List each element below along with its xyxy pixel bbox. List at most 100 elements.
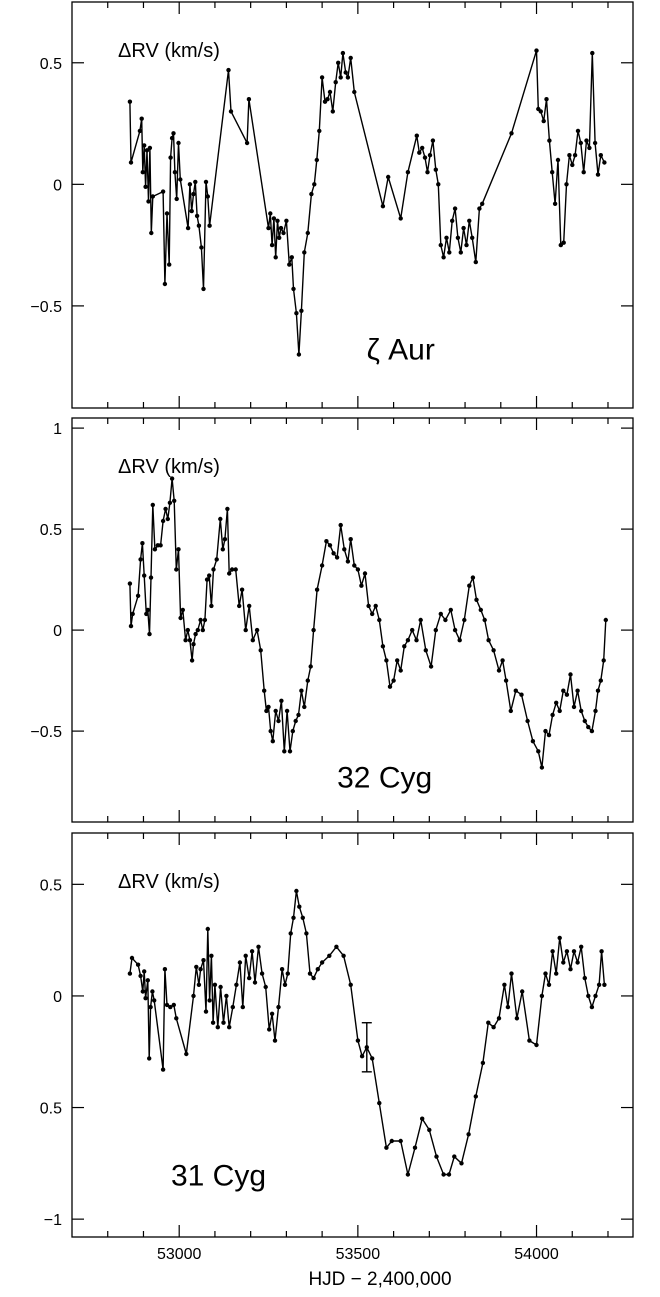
data-point — [561, 688, 566, 693]
data-point — [359, 583, 364, 588]
data-point — [209, 953, 214, 958]
data-point — [176, 140, 181, 146]
data-point — [229, 567, 235, 572]
y-axis-label: ΔRV (km/s) — [118, 871, 220, 893]
data-point — [587, 145, 592, 151]
data-point — [377, 617, 382, 623]
data-point — [534, 48, 539, 53]
data-point — [561, 960, 566, 965]
data-point — [215, 1025, 220, 1030]
data-point — [319, 960, 325, 965]
data-point — [509, 131, 514, 136]
data-point — [140, 989, 145, 994]
data-point — [221, 1020, 226, 1025]
data-point — [145, 607, 150, 613]
data-point — [464, 242, 469, 248]
data-point — [486, 1020, 491, 1025]
data-point — [428, 664, 434, 669]
data-point — [603, 617, 608, 623]
data-point — [331, 551, 336, 556]
data-point — [142, 573, 147, 578]
data-point — [304, 931, 309, 936]
data-point — [575, 128, 581, 134]
data-point — [279, 967, 285, 972]
data-point — [273, 255, 278, 260]
data-point — [267, 1027, 272, 1032]
data-point — [130, 611, 135, 617]
data-point — [380, 204, 386, 209]
data-point — [189, 658, 195, 663]
data-point — [503, 678, 509, 683]
data-point — [302, 704, 307, 710]
plot-frame — [71, 1, 634, 409]
data-point — [247, 975, 252, 981]
data-point — [423, 648, 428, 653]
data-point — [165, 516, 170, 522]
data-point — [129, 955, 135, 961]
data-point — [500, 658, 505, 663]
data-point — [327, 89, 333, 95]
data-point — [448, 607, 453, 613]
data-point — [226, 67, 231, 73]
data-point — [314, 157, 319, 163]
data-point — [459, 1161, 464, 1166]
data-point — [300, 915, 305, 920]
data-point — [414, 133, 419, 138]
data-point — [169, 476, 175, 481]
data-point — [467, 218, 472, 223]
data-point — [552, 201, 558, 206]
y-tick-label: 1 — [53, 421, 62, 438]
data-point — [187, 638, 193, 643]
data-point — [278, 225, 284, 231]
data-point — [598, 678, 603, 683]
data-point — [312, 182, 317, 187]
data-point — [370, 611, 375, 617]
data-point — [598, 153, 603, 158]
data-point — [555, 157, 561, 163]
y-tick-label: 0 — [53, 989, 62, 1006]
plot-frame — [71, 417, 634, 823]
data-point — [589, 728, 595, 734]
data-point — [452, 627, 458, 633]
data-point — [582, 975, 587, 981]
data-point — [543, 728, 548, 734]
data-point — [168, 1004, 173, 1010]
data-point — [254, 627, 260, 633]
data-point — [319, 563, 325, 568]
data-point — [185, 627, 190, 633]
star-label: ζ Aur — [367, 333, 435, 366]
data-point — [438, 611, 443, 617]
data-point — [425, 170, 430, 175]
data-point — [171, 131, 176, 136]
data-point — [584, 138, 589, 143]
data-point — [296, 712, 301, 718]
series-line — [129, 477, 607, 769]
data-point — [387, 684, 393, 689]
data-point — [338, 75, 343, 80]
data-point — [461, 225, 466, 231]
data-point — [237, 960, 243, 965]
data-point — [348, 55, 353, 61]
data-point — [345, 559, 351, 564]
data-point — [285, 971, 290, 976]
data-point — [527, 1038, 532, 1043]
data-point — [204, 577, 210, 582]
data-point — [446, 1172, 452, 1177]
data-point — [389, 1138, 394, 1144]
data-point — [147, 1056, 152, 1061]
data-point — [520, 989, 525, 994]
data-point — [530, 739, 536, 744]
data-point — [160, 1067, 166, 1072]
data-point — [482, 617, 487, 623]
y-tick-label: −0.5 — [30, 299, 62, 316]
error-bar — [361, 1022, 372, 1073]
data-point — [268, 211, 273, 216]
data-point — [398, 1138, 403, 1144]
data-point — [150, 194, 155, 199]
data-point — [496, 668, 502, 673]
data-point — [546, 732, 552, 738]
data-point — [127, 581, 133, 586]
data-point — [252, 980, 258, 985]
data-point — [148, 575, 154, 580]
data-point — [224, 993, 229, 999]
